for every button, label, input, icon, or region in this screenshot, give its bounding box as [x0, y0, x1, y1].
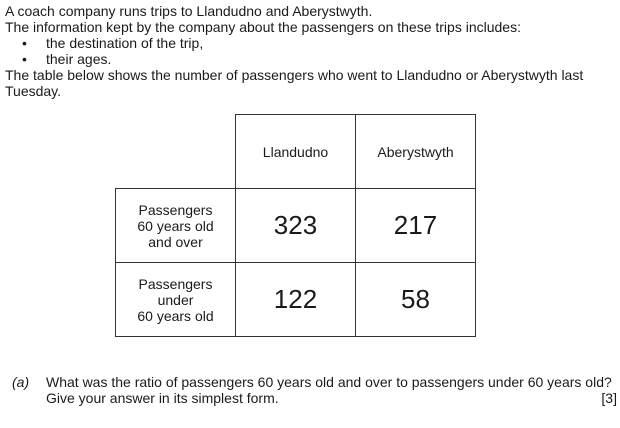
table-cell: 122 — [235, 262, 356, 337]
table-cell: 323 — [235, 188, 356, 263]
row-header-line: Passengers — [138, 275, 213, 292]
question-instruction: Give your answer in its simplest form. — [46, 390, 279, 406]
row-header-line: 60 years old — [137, 307, 214, 324]
intro-line-2: The information kept by the company abou… — [5, 19, 521, 35]
intro-text: A coach company runs trips to Llandudno … — [5, 3, 617, 99]
table-cell: 217 — [355, 188, 476, 263]
question-label: (a) — [12, 374, 30, 390]
column-header-llandudno: Llandudno — [235, 114, 356, 189]
row-header-line: Passengers — [138, 201, 213, 218]
table-header-row: Llandudno Aberystwyth — [115, 114, 476, 189]
row-header-line: 60 years old — [137, 217, 214, 234]
bullet-item: their ages. — [5, 51, 617, 67]
row-header-under-60: Passengers under 60 years old — [115, 262, 236, 337]
table-cell: 58 — [355, 262, 476, 337]
info-bullet-list: the destination of the trip, their ages. — [5, 35, 617, 67]
passenger-table: Llandudno Aberystwyth Passengers 60 year… — [115, 114, 476, 337]
row-header-60-and-over: Passengers 60 years old and over — [115, 188, 236, 263]
question-text: What was the ratio of passengers 60 year… — [46, 374, 612, 390]
bullet-item: the destination of the trip, — [5, 35, 617, 51]
row-header-line: and over — [148, 233, 203, 250]
marks-label: [3] — [601, 390, 617, 406]
question-body: What was the ratio of passengers 60 year… — [46, 374, 617, 406]
question-a: (a) What was the ratio of passengers 60 … — [12, 374, 617, 406]
table-corner-cell — [115, 114, 236, 189]
table-row: Passengers 60 years old and over 323 217 — [115, 188, 476, 263]
column-header-aberystwyth: Aberystwyth — [355, 114, 476, 189]
row-header-line: under — [157, 291, 194, 308]
intro-line-1: A coach company runs trips to Llandudno … — [5, 3, 373, 19]
table-row: Passengers under 60 years old 122 58 — [115, 262, 476, 337]
intro-line-3: The table below shows the number of pass… — [5, 67, 584, 99]
